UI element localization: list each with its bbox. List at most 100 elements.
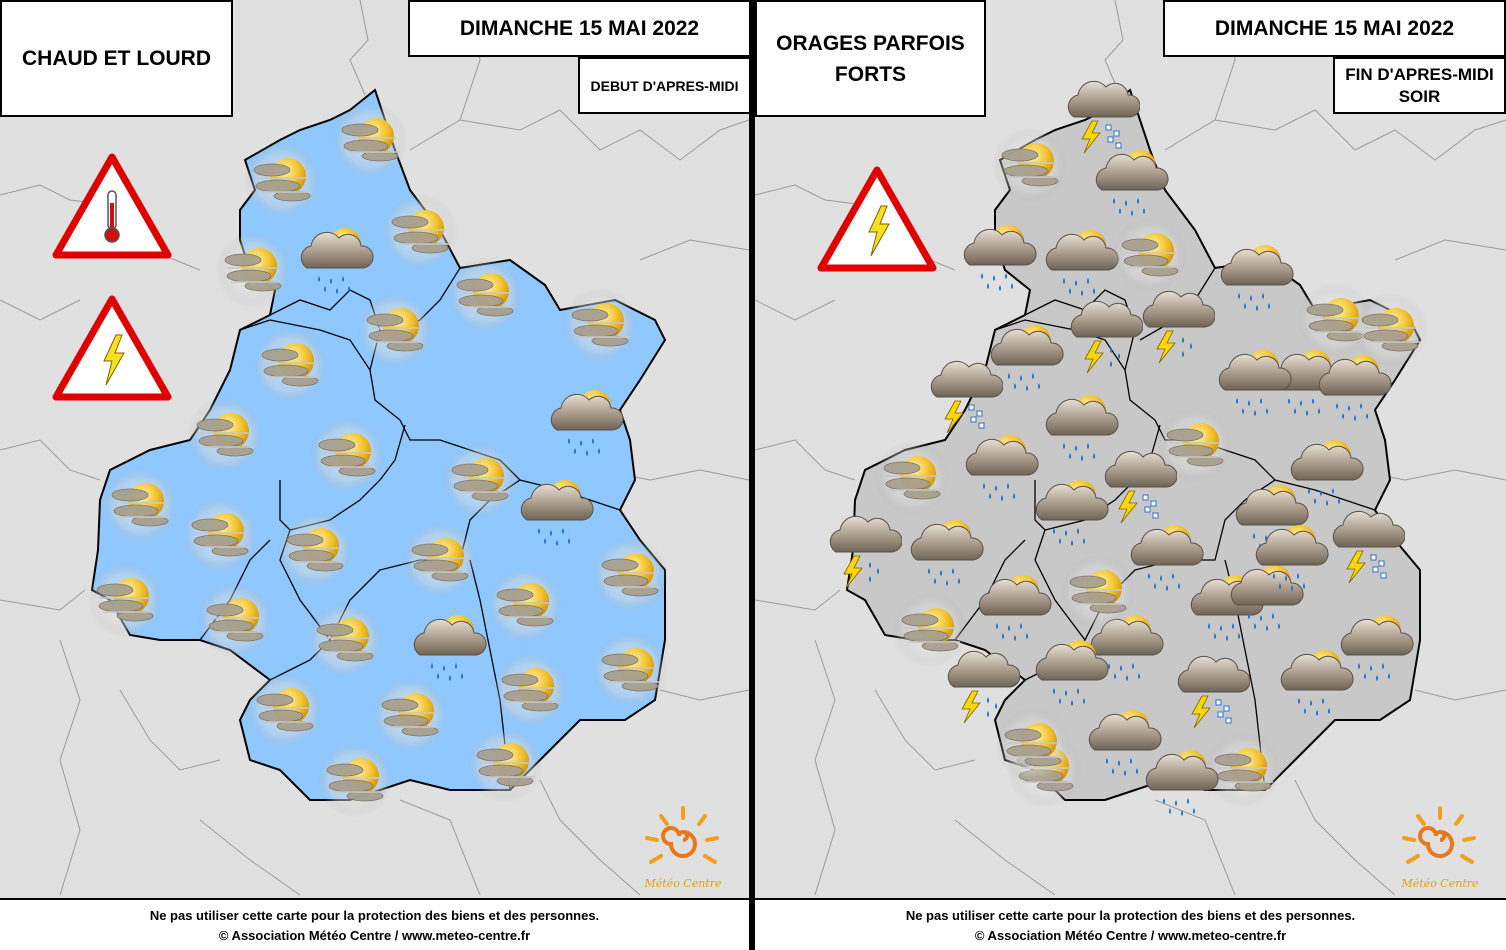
sun-cloud-rain-icon (1340, 615, 1414, 681)
sun-cloud-rain-icon (1035, 480, 1109, 546)
period-text-2: SOIR (1398, 86, 1441, 106)
sun-cloud-haze-icon (332, 102, 408, 178)
sun-cloud-rain-icon (1045, 395, 1119, 461)
sun-cloud-rain-icon (1095, 150, 1169, 216)
sun-cloud-haze-icon (277, 512, 353, 588)
sun-cloud-rain-icon (300, 228, 374, 294)
sun-cloud-haze-icon (1112, 217, 1188, 293)
date-box: DIMANCHE 15 MAI 2022 (408, 0, 749, 57)
sun-cloud-haze-icon (874, 440, 950, 516)
sun-cloud-haze-icon (892, 592, 968, 668)
meteo-centre-logo: Météo Centre (635, 802, 731, 892)
sun-cloud-haze-icon (317, 742, 393, 818)
logo-text: Météo Centre (1401, 877, 1479, 890)
sun-cloud-haze-icon (487, 567, 563, 643)
sun-cloud-rain-icon (910, 520, 984, 586)
left-map-panel: CHAUD ET LOURD DIMANCHE 15 MAI 2022 DEBU… (0, 0, 749, 950)
sun-cloud-rain-icon (1045, 230, 1119, 296)
sun-spiral-logo-icon (1402, 806, 1476, 864)
sun-cloud-haze-icon (1352, 292, 1428, 368)
sun-cloud-rain-icon (978, 575, 1052, 641)
sun-cloud-haze-icon (992, 127, 1068, 203)
sun-cloud-haze-icon (995, 707, 1071, 783)
sun-cloud-rain-icon (550, 390, 624, 456)
sun-cloud-haze-icon (492, 652, 568, 728)
sun-cloud-haze-icon (402, 522, 478, 598)
disclaimer-footer: Ne pas utiliser cette carte pour la prot… (0, 898, 749, 950)
sun-cloud-rain-icon (1290, 440, 1364, 506)
thunderstorm-hail-icon (1067, 80, 1140, 154)
thunderstorm-rain-icon (1070, 300, 1143, 374)
sun-cloud-haze-icon (447, 257, 523, 333)
period-box: FIN D'APRES-MIDI SOIR (1333, 57, 1506, 114)
sun-cloud-rain-icon (413, 615, 487, 681)
storm-warning-icon (817, 166, 937, 272)
date-text: DIMANCHE 15 MAI 2022 (459, 16, 700, 40)
headline-box: CHAUD ET LOURD (0, 0, 233, 117)
headline-text: ORAGES PARFOIS FORTS (776, 31, 965, 86)
sun-cloud-haze-icon (382, 194, 458, 270)
heat-warning-icon (52, 153, 172, 259)
sun-cloud-haze-icon (309, 417, 385, 493)
sun-cloud-haze-icon (87, 562, 163, 638)
sun-cloud-haze-icon (252, 327, 328, 403)
thunderstorm-hail-icon (930, 360, 1003, 434)
period-text: DEBUT D'APRES-MIDI (590, 77, 739, 94)
sun-cloud-haze-icon (307, 602, 383, 678)
sun-cloud-rain-icon (1218, 350, 1292, 416)
sun-cloud-rain-icon (1220, 245, 1294, 311)
sun-cloud-haze-icon (442, 442, 518, 518)
sun-cloud-haze-icon (244, 142, 320, 218)
sun-cloud-haze-icon (247, 672, 323, 748)
sun-cloud-haze-icon (182, 497, 258, 573)
sun-cloud-rain-icon (1145, 750, 1219, 816)
disclaimer-line: Ne pas utiliser cette carte pour la prot… (905, 908, 1356, 923)
sun-cloud-rain-icon (990, 325, 1064, 391)
sun-cloud-haze-icon (562, 287, 638, 363)
period-text: FIN D'APRES-MIDI (1345, 64, 1494, 84)
right-map-panel: ORAGES PARFOIS FORTS DIMANCHE 15 MAI 202… (755, 0, 1506, 950)
copyright-line: © Association Météo Centre / www.meteo-c… (218, 928, 531, 943)
sun-cloud-haze-icon (357, 292, 433, 368)
disclaimer-footer: Ne pas utiliser cette carte pour la prot… (755, 898, 1506, 950)
sun-cloud-rain-icon (1235, 485, 1309, 551)
sun-cloud-rain-icon (1318, 355, 1392, 421)
sun-cloud-haze-icon (592, 632, 668, 708)
thunderstorm-rain-icon (1142, 290, 1215, 364)
sun-cloud-haze-icon (1205, 732, 1281, 808)
thunderstorm-rain-icon (947, 650, 1020, 724)
sun-cloud-haze-icon (197, 582, 273, 658)
sun-cloud-rain-icon (965, 435, 1039, 501)
storm-warning-icon (52, 295, 172, 401)
headline-box: ORAGES PARFOIS FORTS (755, 0, 986, 117)
sun-cloud-haze-icon (592, 537, 668, 613)
date-text: DIMANCHE 15 MAI 2022 (1214, 16, 1455, 40)
department-borders-outside (0, 0, 749, 896)
thunderstorm-hail-icon (1332, 510, 1405, 584)
sun-cloud-rain-icon (1035, 640, 1109, 706)
meteo-centre-logo: Météo Centre (1392, 802, 1488, 892)
sun-cloud-haze-icon (187, 397, 263, 473)
sun-cloud-rain-icon (1280, 650, 1354, 716)
sun-cloud-rain-icon (1130, 525, 1204, 591)
sun-cloud-rain-icon (1088, 710, 1162, 776)
sun-cloud-haze-icon (1060, 554, 1136, 630)
headline-text: CHAUD ET LOURD (22, 47, 211, 70)
sun-cloud-rain-icon (1255, 525, 1329, 591)
copyright-line: © Association Météo Centre / www.meteo-c… (974, 928, 1287, 943)
sun-cloud-haze-icon (215, 232, 291, 308)
sun-cloud-haze-icon (372, 677, 448, 753)
date-box: DIMANCHE 15 MAI 2022 (1163, 0, 1506, 57)
logo-text: Météo Centre (644, 877, 722, 890)
thunderstorm-rain-icon (829, 515, 902, 589)
sun-spiral-logo-icon (645, 806, 719, 864)
thunderstorm-hail-icon (1177, 655, 1250, 729)
period-box: DEBUT D'APRES-MIDI (578, 57, 749, 114)
disclaimer-line: Ne pas utiliser cette carte pour la prot… (149, 908, 600, 923)
sun-cloud-rain-icon (520, 480, 594, 546)
thunderstorm-hail-icon (1104, 450, 1177, 524)
sun-cloud-haze-icon (1157, 407, 1233, 483)
sun-cloud-haze-icon (102, 467, 178, 543)
sun-cloud-rain-icon (963, 225, 1037, 291)
sun-cloud-haze-icon (467, 727, 543, 803)
